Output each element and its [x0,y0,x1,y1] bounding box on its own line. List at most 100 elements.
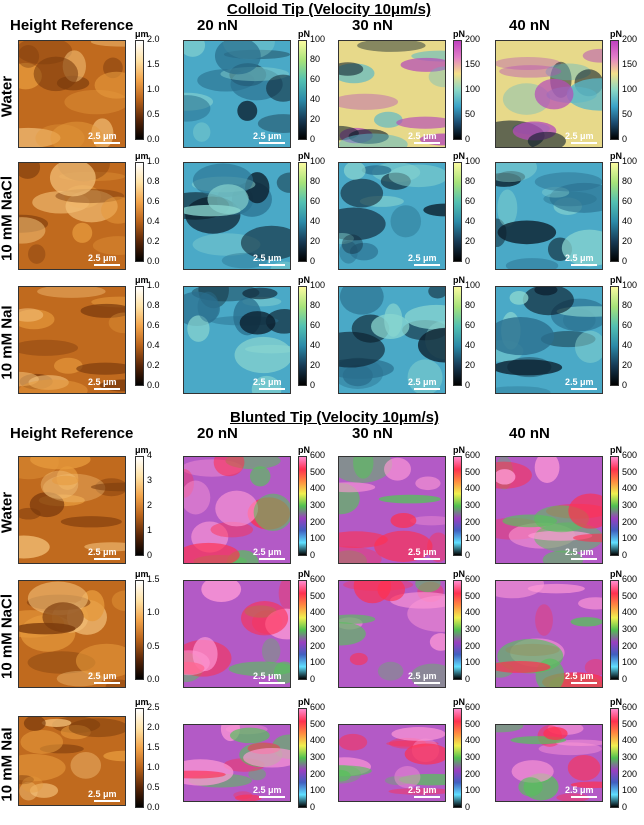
colorbar-tick: 100 [465,280,481,290]
colorbar-tick: 200 [622,34,638,44]
colorbar [135,286,144,386]
colorbar-tick: 0.8 [147,176,160,186]
colorbar-tick: 80 [310,300,321,310]
colorbar-tick: 0 [622,134,628,144]
friction-force-map [495,724,603,802]
colorbar-tick: 0.6 [147,320,160,330]
scalebar-label: 2.5 μm [88,377,117,387]
colorbar-tick: 0 [310,134,316,144]
colorbar-tick: 600 [465,574,481,584]
scalebar-label: 2.5 μm [408,377,437,387]
colorbar-tick: 0.8 [147,300,160,310]
scalebar-label: 2.5 μm [408,131,437,141]
row-label: 10 mM NaI [0,305,16,380]
force-unit: pN [610,275,622,285]
friction-force-map [183,286,291,394]
colorbar-tick: 1.5 [147,574,160,584]
force-unit: pN [298,29,310,39]
colorbar [135,580,144,680]
force-heading: 30 nN [352,17,393,34]
colorbar-tick: 0 [622,550,628,560]
scalebar-label: 2.5 μm [565,785,594,795]
scalebar-label: 2.5 μm [565,377,594,387]
colorbar-tick: 200 [465,516,481,527]
force-heading: 20 nN [197,425,238,442]
colorbar-tick: 0.0 [147,134,160,144]
colorbar-tick: 100 [622,156,638,166]
colorbar-tick: 100 [622,533,638,544]
colorbar-tick: 60 [622,320,633,330]
scalebar [94,388,120,390]
colorbar-tick: 400 [310,483,326,494]
colorbar [298,708,307,808]
scalebar [414,558,440,560]
force-unit: pN [453,569,465,579]
friction-force-map [183,162,291,270]
colorbar [453,708,462,808]
scalebar [259,796,285,798]
colorbar-tick: 1.0 [147,84,160,94]
friction-force-map [495,456,603,564]
colorbar [298,162,307,262]
force-unit: pN [610,151,622,161]
colorbar-tick: 400 [465,483,481,494]
colorbar-tick: 20 [465,236,476,246]
scalebar-label: 2.5 μm [253,785,282,795]
scalebar-label: 2.5 μm [253,547,282,557]
colorbar-tick: 20 [310,360,321,370]
colorbar-tick: 0.5 [147,640,160,651]
friction-force-map [495,286,603,394]
colorbar-tick: 600 [310,574,326,584]
colorbar-tick: 1.0 [147,762,160,772]
colorbar [298,580,307,680]
colorbar-tick: 2.0 [147,34,160,44]
friction-force-map [183,40,291,148]
colorbar-tick: 400 [310,735,326,746]
height-reference-heading: Height Reference [10,17,134,34]
colorbar-tick: 0 [310,674,316,684]
colorbar-tick: 80 [622,300,633,310]
colorbar-tick: 400 [622,483,638,494]
colorbar-tick: 80 [310,176,321,186]
friction-force-map [495,162,603,270]
colorbar-tick: 100 [310,280,326,290]
scalebar [571,264,597,266]
scalebar [414,388,440,390]
colorbar-tick: 0 [465,256,471,266]
row-label: 10 mM NaCl [0,593,16,680]
friction-force-map [183,724,291,802]
colorbar [610,580,619,680]
colorbar-tick: 60 [310,196,321,206]
colorbar-tick: 20 [310,114,321,124]
height-map [18,40,126,148]
colorbar-tick: 500 [622,590,638,601]
scalebar [94,682,120,684]
colorbar-tick: 300 [622,500,638,510]
colorbar-tick: 0 [310,380,316,390]
scalebar [259,682,285,684]
scalebar [94,142,120,144]
scalebar [414,682,440,684]
colorbar-tick: 0 [310,802,316,812]
scalebar-label: 2.5 μm [88,547,117,557]
height-map [18,162,126,270]
colorbar-tick: 40 [310,340,321,350]
colorbar-tick: 20 [465,360,476,370]
colorbar-tick: 100 [622,785,638,796]
force-unit: pN [610,29,622,39]
friction-force-map [495,580,603,688]
colorbar-tick: 20 [622,360,633,370]
colorbar-tick: 400 [465,735,481,746]
colorbar-tick: 200 [465,768,481,779]
colorbar-tick: 0 [622,256,628,266]
colorbar-tick: 1.5 [147,742,160,752]
colorbar-tick: 40 [465,340,476,350]
colorbar-tick: 80 [310,54,321,64]
colorbar-tick: 0 [465,674,471,684]
scalebar-label: 2.5 μm [88,671,117,681]
colorbar-tick: 60 [465,196,476,206]
force-heading: 40 nN [509,425,550,442]
colorbar-tick: 0 [622,380,628,390]
scalebar-label: 2.5 μm [253,671,282,681]
colorbar-tick: 600 [622,702,638,712]
